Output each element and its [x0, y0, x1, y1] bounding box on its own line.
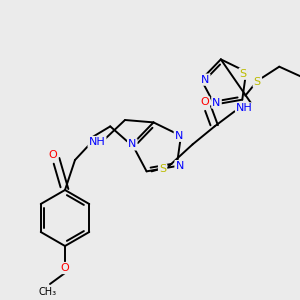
Text: NH: NH [236, 103, 253, 113]
Text: O: O [61, 263, 69, 273]
Text: NH: NH [88, 137, 105, 147]
Text: S: S [254, 77, 261, 87]
Text: N: N [176, 161, 184, 171]
Text: N: N [128, 140, 136, 149]
Text: N: N [212, 98, 221, 108]
Text: S: S [159, 164, 166, 174]
Text: O: O [200, 98, 209, 107]
Text: N: N [201, 75, 209, 85]
Text: N: N [175, 131, 183, 141]
Text: O: O [49, 150, 57, 160]
Text: S: S [240, 69, 247, 79]
Text: CH₃: CH₃ [39, 287, 57, 297]
